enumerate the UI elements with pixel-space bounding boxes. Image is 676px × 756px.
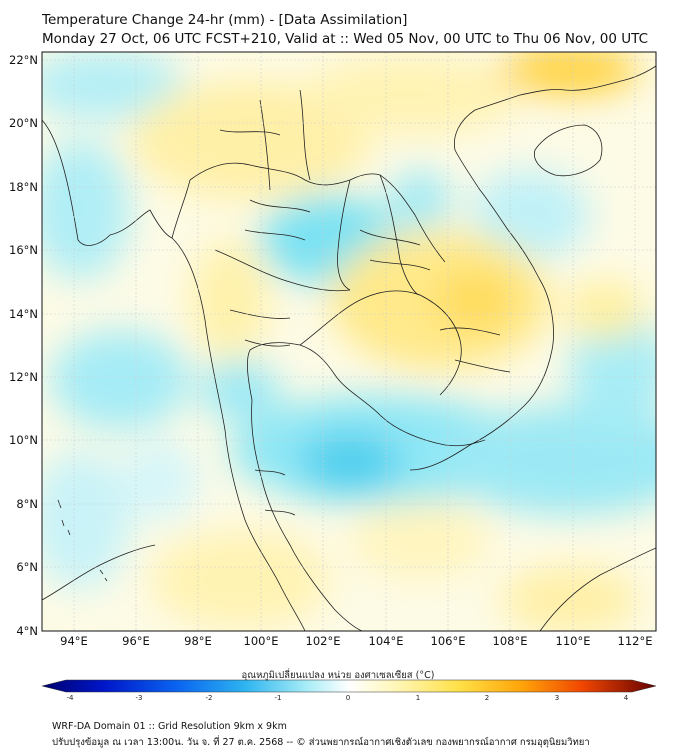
longitude-labels: 94°E 96°E 98°E 100°E 102°E 104°E 106°E 1… [60,634,652,648]
colorbar: -4 -3 -2 -1 0 1 2 3 4 [41,679,657,702]
colorbar-tick: 3 [555,694,559,702]
lat-label: 6°N [16,560,38,574]
colorbar-tick: 2 [485,694,489,702]
lon-label: 104°E [369,634,404,648]
map-frame [41,51,657,632]
colorbar-tick: -4 [67,694,75,702]
colorbar-tick: 4 [624,694,629,702]
lon-label: 100°E [244,634,279,648]
colorbar-tick: 1 [416,694,420,702]
lat-label: 8°N [16,497,38,511]
temperature-field [42,52,656,631]
lon-label: 94°E [60,634,88,648]
colorbar-tick: -1 [275,694,282,702]
lon-label: 98°E [184,634,212,648]
colorbar-label: อุณหภูมิเปลี่ยนแปลง หน่วย องศาเซลเซียส (… [241,670,435,681]
lat-label: 18°N [9,180,38,194]
lat-label: 10°N [9,433,38,447]
colorbar-tick: -2 [206,694,213,702]
lon-label: 102°E [306,634,341,648]
lon-label: 96°E [122,634,150,648]
map-title: Temperature Change 24-hr (mm) - [Data As… [42,12,408,28]
map-subtitle: Monday 27 Oct, 06 UTC FCST+210, Valid at… [42,31,649,47]
lat-label: 20°N [9,116,38,130]
graticule [42,52,656,631]
lat-label: 12°N [9,370,38,384]
lon-label: 106°E [431,634,466,648]
colorbar-tick: -3 [136,694,143,702]
lon-label: 110°E [556,634,591,648]
colorbar-tick: 0 [346,694,350,702]
coastlines [42,65,656,631]
footer-model-info: WRF-DA Domain 01 :: Grid Resolution 9km … [52,721,287,732]
lat-label: 14°N [9,307,38,321]
colorbar-scale [41,679,657,693]
lat-label: 4°N [16,624,38,638]
lon-label: 108°E [493,634,528,648]
lat-label: 22°N [9,53,38,67]
latitude-labels: 22°N 20°N 18°N 16°N 14°N 12°N 10°N 8°N 6… [9,53,38,638]
lat-label: 16°N [9,243,38,257]
footer-credit: ปรับปรุงข้อมูล ณ เวลา 13:00น. วัน จ. ที่… [52,737,590,748]
lon-label: 112°E [618,634,653,648]
